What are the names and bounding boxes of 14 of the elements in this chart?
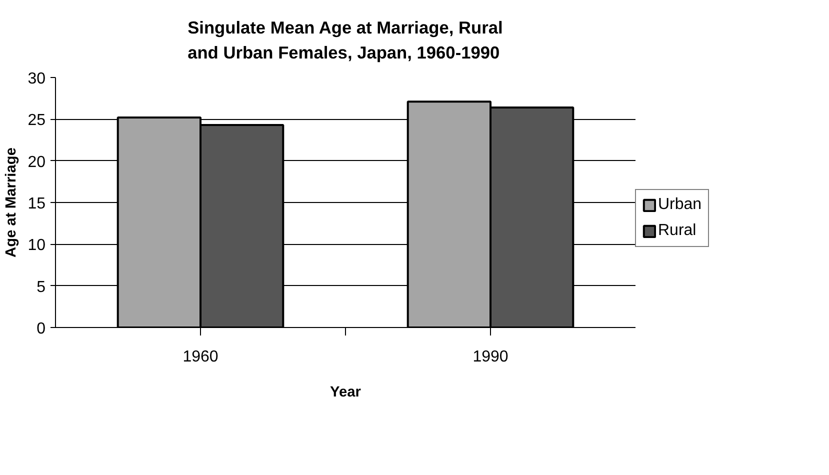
y-tick-label: 20 xyxy=(28,154,46,171)
x-tick-label: 1990 xyxy=(472,348,508,366)
chart-title: Singulate Mean Age at Marriage, Rural and Urban Females, Japan, 1960-1990 xyxy=(188,18,503,62)
y-tick-label: 10 xyxy=(28,237,46,254)
y-tick-label: 15 xyxy=(28,196,46,212)
y-tick-label: 30 xyxy=(28,70,46,88)
y-tick-label: 0 xyxy=(36,320,46,338)
y-axis-title: Age at Marriage xyxy=(4,148,20,258)
x-tick-label: 1960 xyxy=(182,348,218,366)
x-axis-title: Year xyxy=(330,384,362,400)
y-tick-label: 25 xyxy=(28,112,46,130)
y-tick-label: 5 xyxy=(36,278,46,296)
legend-label: Rural xyxy=(658,222,696,240)
legend-label: Urban xyxy=(658,196,702,214)
